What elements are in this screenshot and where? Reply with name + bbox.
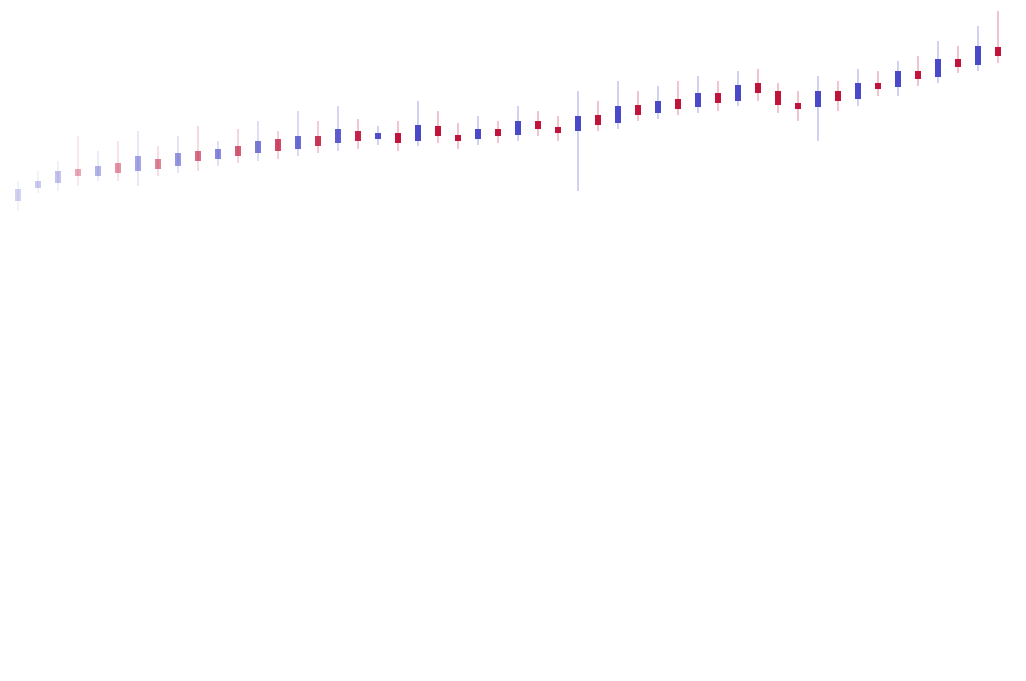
candle-body — [755, 83, 761, 93]
candle-body — [35, 181, 41, 188]
candle-body — [975, 46, 981, 65]
candle-body — [415, 125, 421, 141]
candle-body — [395, 133, 401, 143]
candle-body — [15, 189, 21, 201]
candle-body — [575, 116, 581, 131]
candle-body — [795, 103, 801, 109]
candle-body — [315, 136, 321, 146]
candle-body — [475, 129, 481, 139]
candle-body — [375, 133, 381, 139]
candle-body — [335, 129, 341, 143]
candle-body — [235, 146, 241, 156]
candle-body — [815, 91, 821, 107]
candle-body — [55, 171, 61, 183]
candle-body — [195, 151, 201, 161]
candle-body — [215, 149, 221, 159]
candle-body — [255, 141, 261, 153]
candle-body — [835, 91, 841, 101]
candle-body — [355, 131, 361, 141]
candle-body — [895, 71, 901, 87]
candle-body — [935, 59, 941, 77]
candle-body — [175, 153, 181, 166]
candle-body — [695, 93, 701, 107]
candle-body — [735, 85, 741, 101]
candle-body — [995, 47, 1001, 56]
candle-body — [155, 159, 161, 169]
candle-body — [115, 163, 121, 173]
candle-body — [455, 135, 461, 141]
candle-body — [495, 129, 501, 136]
candle-body — [135, 156, 141, 171]
candle-body — [75, 169, 81, 176]
candle-body — [295, 136, 301, 149]
candle-body — [555, 127, 561, 133]
candle-body — [515, 121, 521, 135]
candle-body — [855, 83, 861, 99]
candle-body — [615, 106, 621, 123]
candle-body — [95, 166, 101, 176]
candle-body — [775, 91, 781, 105]
candle-body — [535, 121, 541, 129]
candle-body — [275, 139, 281, 151]
candle-body — [435, 126, 441, 136]
candle-body — [875, 83, 881, 89]
candle-body — [715, 93, 721, 103]
candle-body — [955, 59, 961, 67]
candle-body — [595, 115, 601, 125]
candle-body — [635, 105, 641, 115]
candle-body — [915, 71, 921, 79]
candle-body — [655, 101, 661, 113]
candle-body — [675, 99, 681, 109]
